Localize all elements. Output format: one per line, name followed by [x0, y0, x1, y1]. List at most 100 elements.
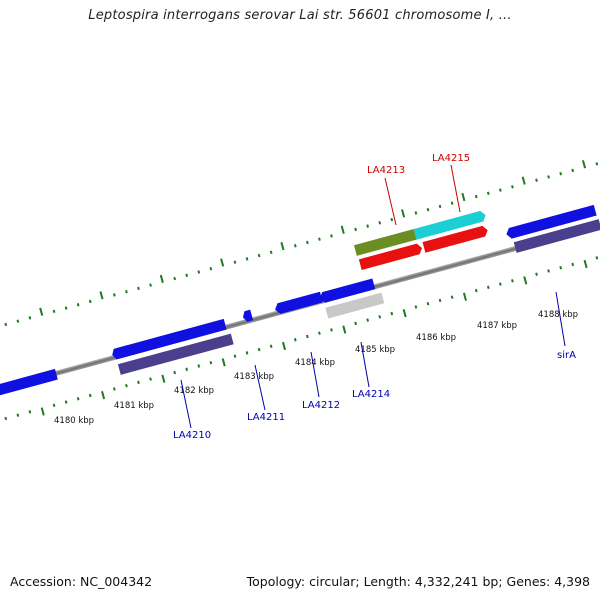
minor-tick	[559, 171, 563, 176]
gene-arrow-icon[interactable]	[117, 333, 234, 375]
gene-arrow-icon[interactable]	[242, 309, 254, 323]
minor-tick	[366, 224, 370, 228]
minor-tick	[330, 328, 333, 332]
gene-label-la4210[interactable]: LA4210	[173, 430, 211, 441]
feature-la4215[interactable]	[413, 210, 487, 240]
feature-la4210[interactable]	[111, 318, 227, 360]
minor-tick	[88, 299, 92, 304]
gene-label-la4215[interactable]: LA4215	[432, 153, 470, 164]
gene-arrow-icon[interactable]	[274, 291, 323, 315]
minor-tick	[486, 191, 490, 196]
minor-tick	[426, 208, 430, 212]
minor-tick	[390, 311, 394, 316]
minor-tick	[547, 175, 550, 179]
minor-tick	[499, 282, 502, 286]
minor-tick	[547, 269, 550, 273]
minor-tick	[233, 260, 237, 264]
major-tick	[583, 259, 588, 269]
major-tick	[221, 358, 226, 367]
feature-right-blue[interactable]	[505, 204, 597, 240]
minor-tick	[474, 288, 478, 293]
minor-tick	[305, 240, 309, 245]
feature-la4212[interactable]	[274, 291, 323, 315]
leader-sira	[555, 291, 566, 347]
minor-tick	[245, 257, 249, 261]
minor-tick	[4, 322, 8, 327]
leader-la4212	[310, 351, 320, 398]
gene-arrow-icon[interactable]	[358, 243, 424, 271]
gene-label-la4212[interactable]: LA4212	[302, 400, 340, 411]
minor-tick	[209, 361, 213, 365]
minor-tick	[28, 410, 32, 414]
kbp-label: 4184 kbp	[295, 358, 335, 368]
minor-tick	[149, 283, 152, 287]
minor-tick	[233, 354, 237, 358]
kbp-label: 4180 kbp	[54, 416, 94, 426]
kbp-label: 4186 kbp	[416, 333, 456, 343]
feature-la4213[interactable]	[353, 228, 417, 256]
gene-arrow-icon[interactable]	[422, 225, 490, 253]
gene-arrow-icon[interactable]	[505, 204, 597, 240]
leader-la4214	[360, 341, 370, 388]
feature-red-1[interactable]	[358, 243, 424, 271]
gene-label-la4211[interactable]: LA4211	[247, 412, 285, 423]
major-tick	[39, 307, 44, 316]
minor-tick	[64, 400, 68, 404]
minor-tick	[293, 338, 297, 342]
minor-tick	[595, 162, 599, 166]
major-tick	[401, 209, 406, 218]
minor-tick	[137, 286, 140, 291]
gene-arrow-icon[interactable]	[513, 219, 600, 253]
feature-red-2[interactable]	[422, 225, 490, 253]
kbp-label: 4183 kbp	[234, 372, 274, 382]
gene-label-sira[interactable]: sirA	[557, 350, 576, 361]
gene-arrow-icon[interactable]	[353, 228, 417, 256]
minor-tick	[535, 272, 538, 276]
tick-track-upper	[4, 160, 599, 327]
gene-arrow-icon[interactable]	[325, 292, 385, 319]
minor-tick	[511, 185, 514, 189]
gene-label-la4214[interactable]: LA4214	[352, 389, 390, 400]
minor-tick	[414, 305, 418, 309]
gene-arrow-icon[interactable]	[318, 278, 376, 304]
minor-tick	[52, 403, 56, 408]
minor-tick	[390, 217, 394, 222]
minor-tick	[137, 380, 140, 385]
minor-tick	[511, 279, 514, 283]
gene-arrow-icon[interactable]	[111, 318, 227, 360]
leader-la4211	[254, 364, 266, 411]
minor-tick	[499, 188, 502, 192]
feature-la4214-gray[interactable]	[325, 292, 385, 319]
kbp-label: 4182 kbp	[174, 386, 214, 396]
gene-arrow-icon[interactable]	[413, 210, 487, 240]
minor-tick	[571, 168, 575, 173]
kbp-label: 4187 kbp	[477, 321, 517, 331]
minor-tick	[64, 306, 68, 310]
minor-tick	[450, 201, 454, 205]
feature-la4210-purple[interactable]	[117, 333, 234, 375]
gene-arrow-icon[interactable]	[0, 368, 58, 398]
feature-la4214-blue[interactable]	[318, 278, 376, 304]
tick-track-lower	[4, 256, 599, 421]
minor-tick	[76, 303, 80, 307]
major-tick	[521, 176, 526, 185]
minor-tick	[185, 273, 189, 277]
minor-tick	[378, 315, 382, 319]
feature-far-left[interactable]	[0, 368, 58, 398]
minor-tick	[125, 383, 128, 388]
major-tick	[581, 160, 587, 169]
minor-tick	[76, 397, 80, 401]
feature-sira[interactable]	[513, 219, 600, 253]
minor-tick	[28, 316, 32, 320]
major-tick	[402, 309, 407, 318]
minor-tick	[486, 285, 490, 290]
minor-tick	[366, 318, 370, 322]
gene-label-la4213[interactable]: LA4213	[367, 165, 405, 176]
minor-tick	[269, 250, 273, 255]
minor-tick	[173, 370, 177, 375]
minor-tick	[559, 265, 563, 270]
minor-tick	[52, 309, 56, 314]
minor-tick	[438, 204, 442, 209]
feature-la4211[interactable]	[242, 309, 254, 323]
minor-tick	[88, 393, 92, 398]
